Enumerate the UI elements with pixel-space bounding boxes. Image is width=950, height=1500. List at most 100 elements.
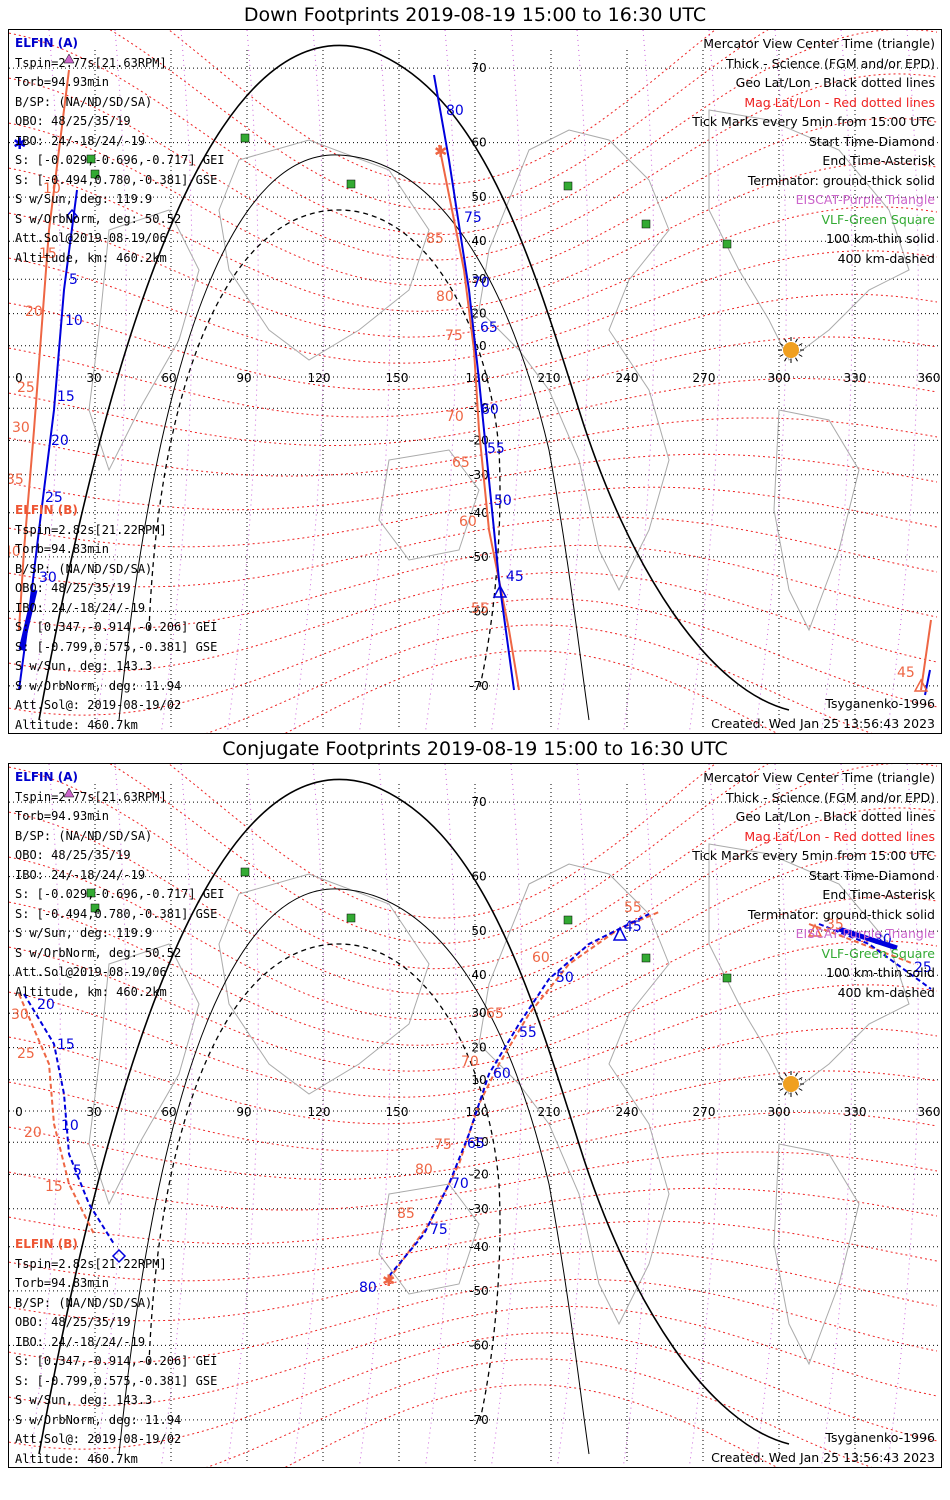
elfin-a-label: ELFIN (A): [15, 36, 78, 50]
elfin-b-tick-label: 75: [434, 1137, 452, 1153]
map-canvas-down: 0 30 60 90 120 150 180 210 240 270 300 330 360 70 60 50…: [9, 30, 941, 733]
lat-tick-label: 30: [471, 272, 486, 286]
credits-conjugate: Tsyganenko-1996 Created: Wed Jan 25 13:5…: [711, 1428, 935, 1467]
mag-meridian: [490, 764, 523, 1467]
lon-tick-label: 210: [538, 1105, 561, 1119]
lat-tick-label: -50: [469, 1284, 489, 1298]
elfin-b-label: ELFIN (B): [15, 1237, 78, 1251]
lat-tick-label: -60: [469, 604, 489, 618]
lat-tick-label: 60: [471, 870, 486, 884]
mag-parallel: [9, 30, 938, 236]
legend-entry: EISCAT-Purple Triangle: [795, 926, 935, 941]
lat-tick-label: 70: [471, 61, 486, 75]
lon-tick-label: 60: [161, 1105, 176, 1119]
legend-entry: Start Time-Diamond: [808, 133, 935, 149]
eiscat-triangle: [63, 787, 75, 798]
elfin-a-line: Tspin=2.77s[21.63RPM]: [15, 55, 167, 70]
elfin-b-tick-label: 80: [436, 289, 454, 305]
lat-tick-label: -10: [469, 401, 489, 415]
elfin-b-tick-label: 55: [471, 601, 489, 617]
vlf-station-square: [240, 133, 250, 143]
elfin-b-line: Torb=94.83min: [15, 1276, 109, 1290]
elfin-a-info-conjugate: ELFIN (A) Tspin=2.77s[21.63RPM] Torb=94.…: [15, 768, 225, 1002]
elfin-a-line: S: [-0.494,0.780,-0.381] GSE: [15, 172, 218, 187]
elfin-b-tick-label: 15: [45, 1179, 63, 1195]
credits-down: Tsyganenko-1996 Created: Wed Jan 25 13:5…: [711, 694, 935, 733]
mag-meridian: [160, 30, 193, 733]
elfin-a-tick-label: 20: [37, 997, 55, 1013]
elfin-a-tick-label: 15: [57, 1037, 75, 1053]
mag-meridian: [688, 30, 721, 733]
lat-tick-label: 20: [471, 307, 486, 321]
elfin-b-tick-label: 20: [24, 1125, 42, 1141]
terminator-100km: [118, 888, 590, 1455]
mag-meridian: [556, 764, 589, 1467]
elfin-b-tick-label: 20: [25, 304, 43, 320]
vlf-station-square: [563, 915, 573, 925]
elfin-b-tick-label: 15: [39, 246, 57, 262]
lat-tick-label: -10: [469, 1135, 489, 1149]
legend-entry: 400 km-dashed: [837, 250, 935, 266]
legend-entry: VLF-Green Square: [821, 945, 935, 961]
created-timestamp: Created: Wed Jan 25 13:56:43 2023: [711, 1449, 935, 1465]
map-down-footprints: 0 30 60 90 120 150 180 210 240 270 300 330 360 70 60 50…: [8, 29, 942, 734]
elfin-a-tick-label: 5: [73, 1163, 82, 1179]
elfin-b-tick-label: 80: [415, 1162, 433, 1178]
elfin-a-tick-label: 20: [51, 433, 69, 449]
mag-parallel: [9, 764, 938, 970]
legend-entry: Terminator: ground-thick solid: [747, 906, 935, 922]
mag-meridian: [688, 764, 721, 1467]
elfin-b-tick-label: 25: [17, 380, 35, 396]
elfin-b-line: Att.Sol@: 2019-08-19/02: [15, 1432, 182, 1446]
vlf-station-square: [90, 169, 100, 179]
elfin-b-tick-label: 70: [446, 409, 464, 425]
legend-entry: 100 km-thin solid: [826, 231, 935, 246]
lon-tick-label: 210: [538, 371, 561, 385]
legend-entry: Thick - Science (FGM and/or EPD): [726, 55, 935, 71]
lon-tick-label: 270: [693, 371, 716, 385]
elfin-a-line: OBO: 48/25/35/19: [15, 848, 131, 862]
elfin-a-line: S w/OrbNorm, deg: 50.52: [15, 211, 182, 226]
elfin-a-tick-label: 10: [65, 313, 83, 329]
elfin-b-tick-label: 40: [9, 544, 21, 560]
mag-meridian: [886, 30, 919, 733]
legend-entry: Mercator View Center Time (triangle): [703, 770, 935, 785]
elfin-b-tick-label: 55: [624, 900, 642, 916]
mag-parallel: [9, 1306, 938, 1406]
mag-parallel: [9, 598, 938, 716]
lon-tick-label: 330: [844, 371, 867, 385]
elfin-b-tick-label: 85: [397, 1206, 415, 1222]
elfin-b-tick-label: 25: [17, 1046, 35, 1062]
legend-entry: Geo Lat/Lon - Black dotted lines: [735, 809, 935, 824]
elfin-a-tick-label: 50: [556, 970, 574, 986]
lon-tick-label: 360: [918, 371, 941, 385]
elfin-a-line: Torb=94.93min: [15, 75, 109, 89]
lat-tick-label: -40: [469, 1240, 489, 1254]
elfin-a-info-down: ELFIN (A) Tspin=2.77s[21.63RPM] Torb=94.…: [15, 34, 225, 268]
mag-meridian: [622, 764, 655, 1467]
elfin-a-tick-label: 80: [359, 1280, 377, 1296]
elfin-a-line: S w/OrbNorm, deg: 50.52: [15, 945, 182, 960]
mag-meridian: [754, 764, 787, 1467]
elfin-a-line: Altitude, km: 460.2km: [15, 250, 167, 265]
mag-parallel: [9, 807, 938, 995]
elfin-b-tick-label: 45: [897, 665, 915, 681]
legend-entry: End Time-Asterisk: [822, 887, 935, 902]
elfin-a-center-triangle: [612, 926, 628, 941]
lon-tick-label: 120: [308, 1105, 331, 1119]
model-label: Tsyganenko-1996: [825, 696, 935, 711]
mag-parallel: [9, 984, 938, 1098]
mag-parallel: [9, 293, 938, 391]
mag-parallel: [9, 1187, 938, 1245]
elfin-a-line: S: [-0.494,0.780,-0.381] GSE: [15, 906, 218, 921]
mag-parallel: [9, 162, 938, 312]
coastline: [708, 843, 910, 1095]
elfin-b-line: B/SP: (NA/ND/SD/SA): [15, 561, 153, 576]
elfin-b-tick-label: 30: [11, 1007, 29, 1023]
elfin-a-tick-label: 15: [57, 389, 75, 405]
mag-meridian: [226, 30, 259, 733]
mag-parallel: [9, 940, 938, 1072]
elfin-a-tick-label: 25: [914, 960, 932, 976]
mag-parallel: [9, 516, 938, 588]
lon-tick-label: 60: [161, 371, 176, 385]
